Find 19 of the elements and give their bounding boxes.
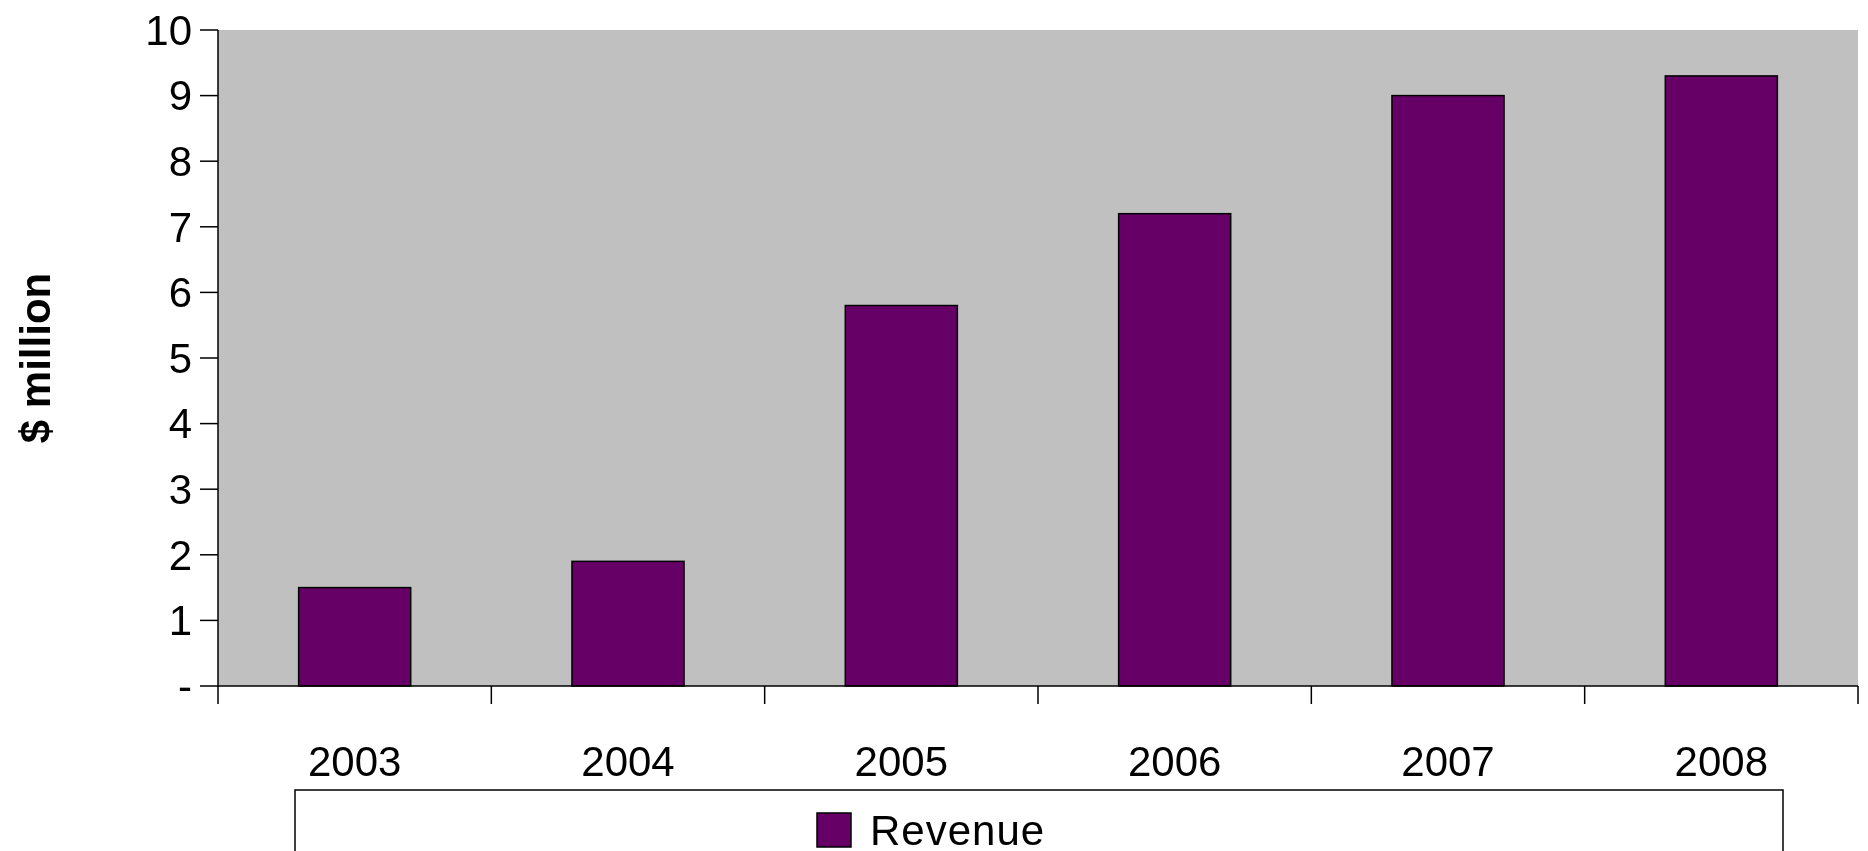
- x-tick-label: 2008: [1674, 738, 1769, 785]
- y-tick-label: 2: [168, 531, 192, 579]
- legend-label: Revenue: [870, 806, 1046, 851]
- y-tick-label: 10: [145, 6, 192, 54]
- y-tick-label: 5: [168, 334, 192, 382]
- y-tick-label: 4: [168, 400, 192, 448]
- y-axis-title: $ million: [12, 272, 59, 444]
- x-tick-label: 2007: [1401, 738, 1495, 785]
- x-tick-label: 2003: [307, 738, 402, 785]
- y-tick-label: 6: [168, 269, 192, 317]
- x-tick-label: 2004: [581, 738, 675, 785]
- y-tick-label: 3: [168, 465, 192, 513]
- y-tick-label: 8: [168, 137, 192, 185]
- y-tick-label: 1: [168, 597, 192, 645]
- x-tick-label: 2006: [1127, 738, 1222, 785]
- x-tick-label: 2005: [854, 738, 949, 785]
- y-tick-label: 7: [168, 203, 192, 251]
- y-tick-label: -: [178, 662, 192, 710]
- y-tick-label: 9: [168, 72, 192, 120]
